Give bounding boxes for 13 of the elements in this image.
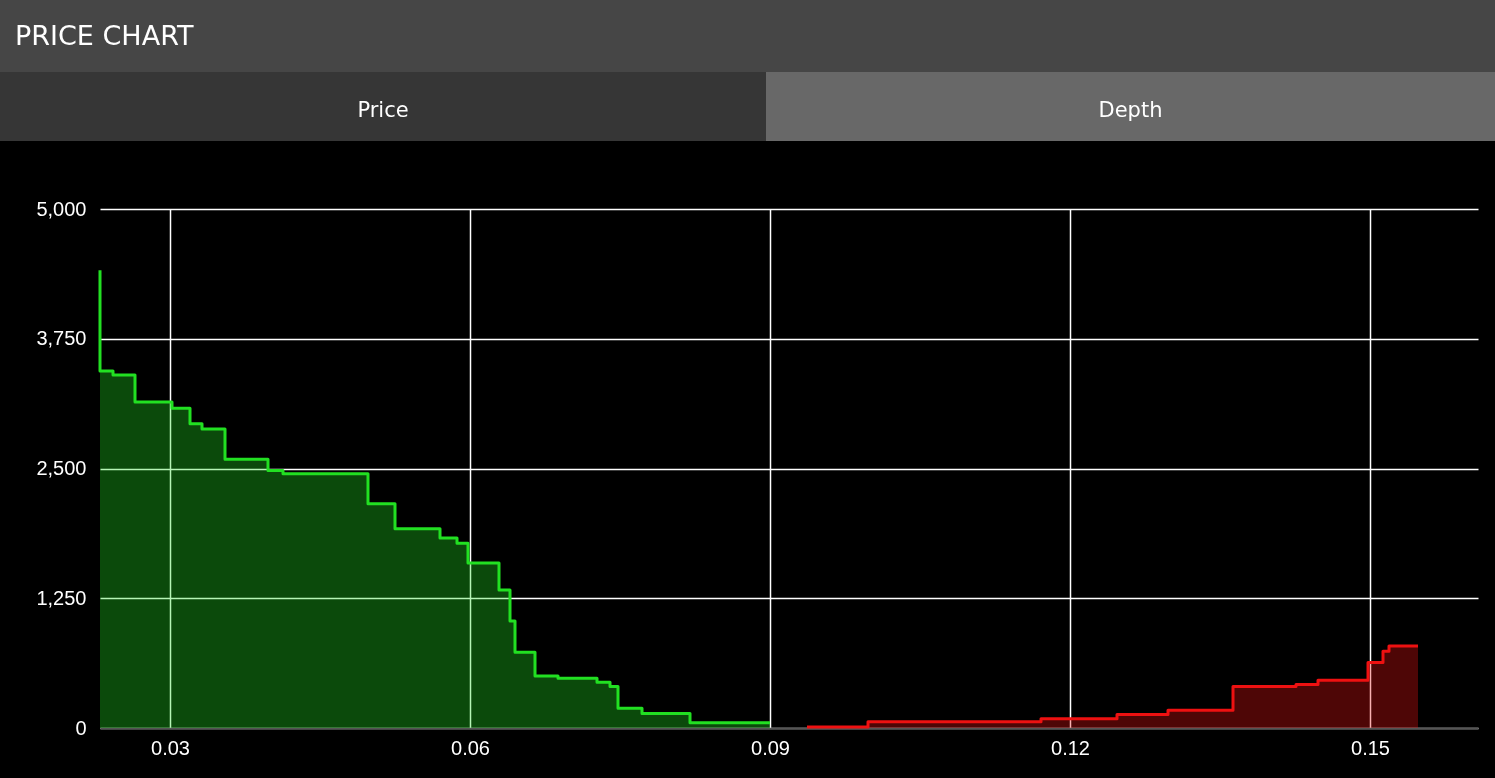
y-tick-label: 5,000 <box>36 197 87 220</box>
x-tick-label: 0.03 <box>151 736 190 759</box>
y-tick-label: 2,500 <box>36 457 87 479</box>
y-tick-label: 0 <box>75 716 87 739</box>
y-tick-label: 3,750 <box>36 327 87 350</box>
x-tick-label: 0.09 <box>751 736 790 759</box>
x-tick-label: 0.06 <box>451 736 490 759</box>
x-tick-label: 0.15 <box>1351 736 1390 759</box>
x-tick-label: 0.12 <box>1051 736 1090 759</box>
text: Depth <box>766 72 1495 141</box>
chart-title: PRICE CHART <box>0 0 1495 72</box>
text: Price <box>0 72 766 141</box>
y-tick-label: 1,250 <box>36 586 87 609</box>
